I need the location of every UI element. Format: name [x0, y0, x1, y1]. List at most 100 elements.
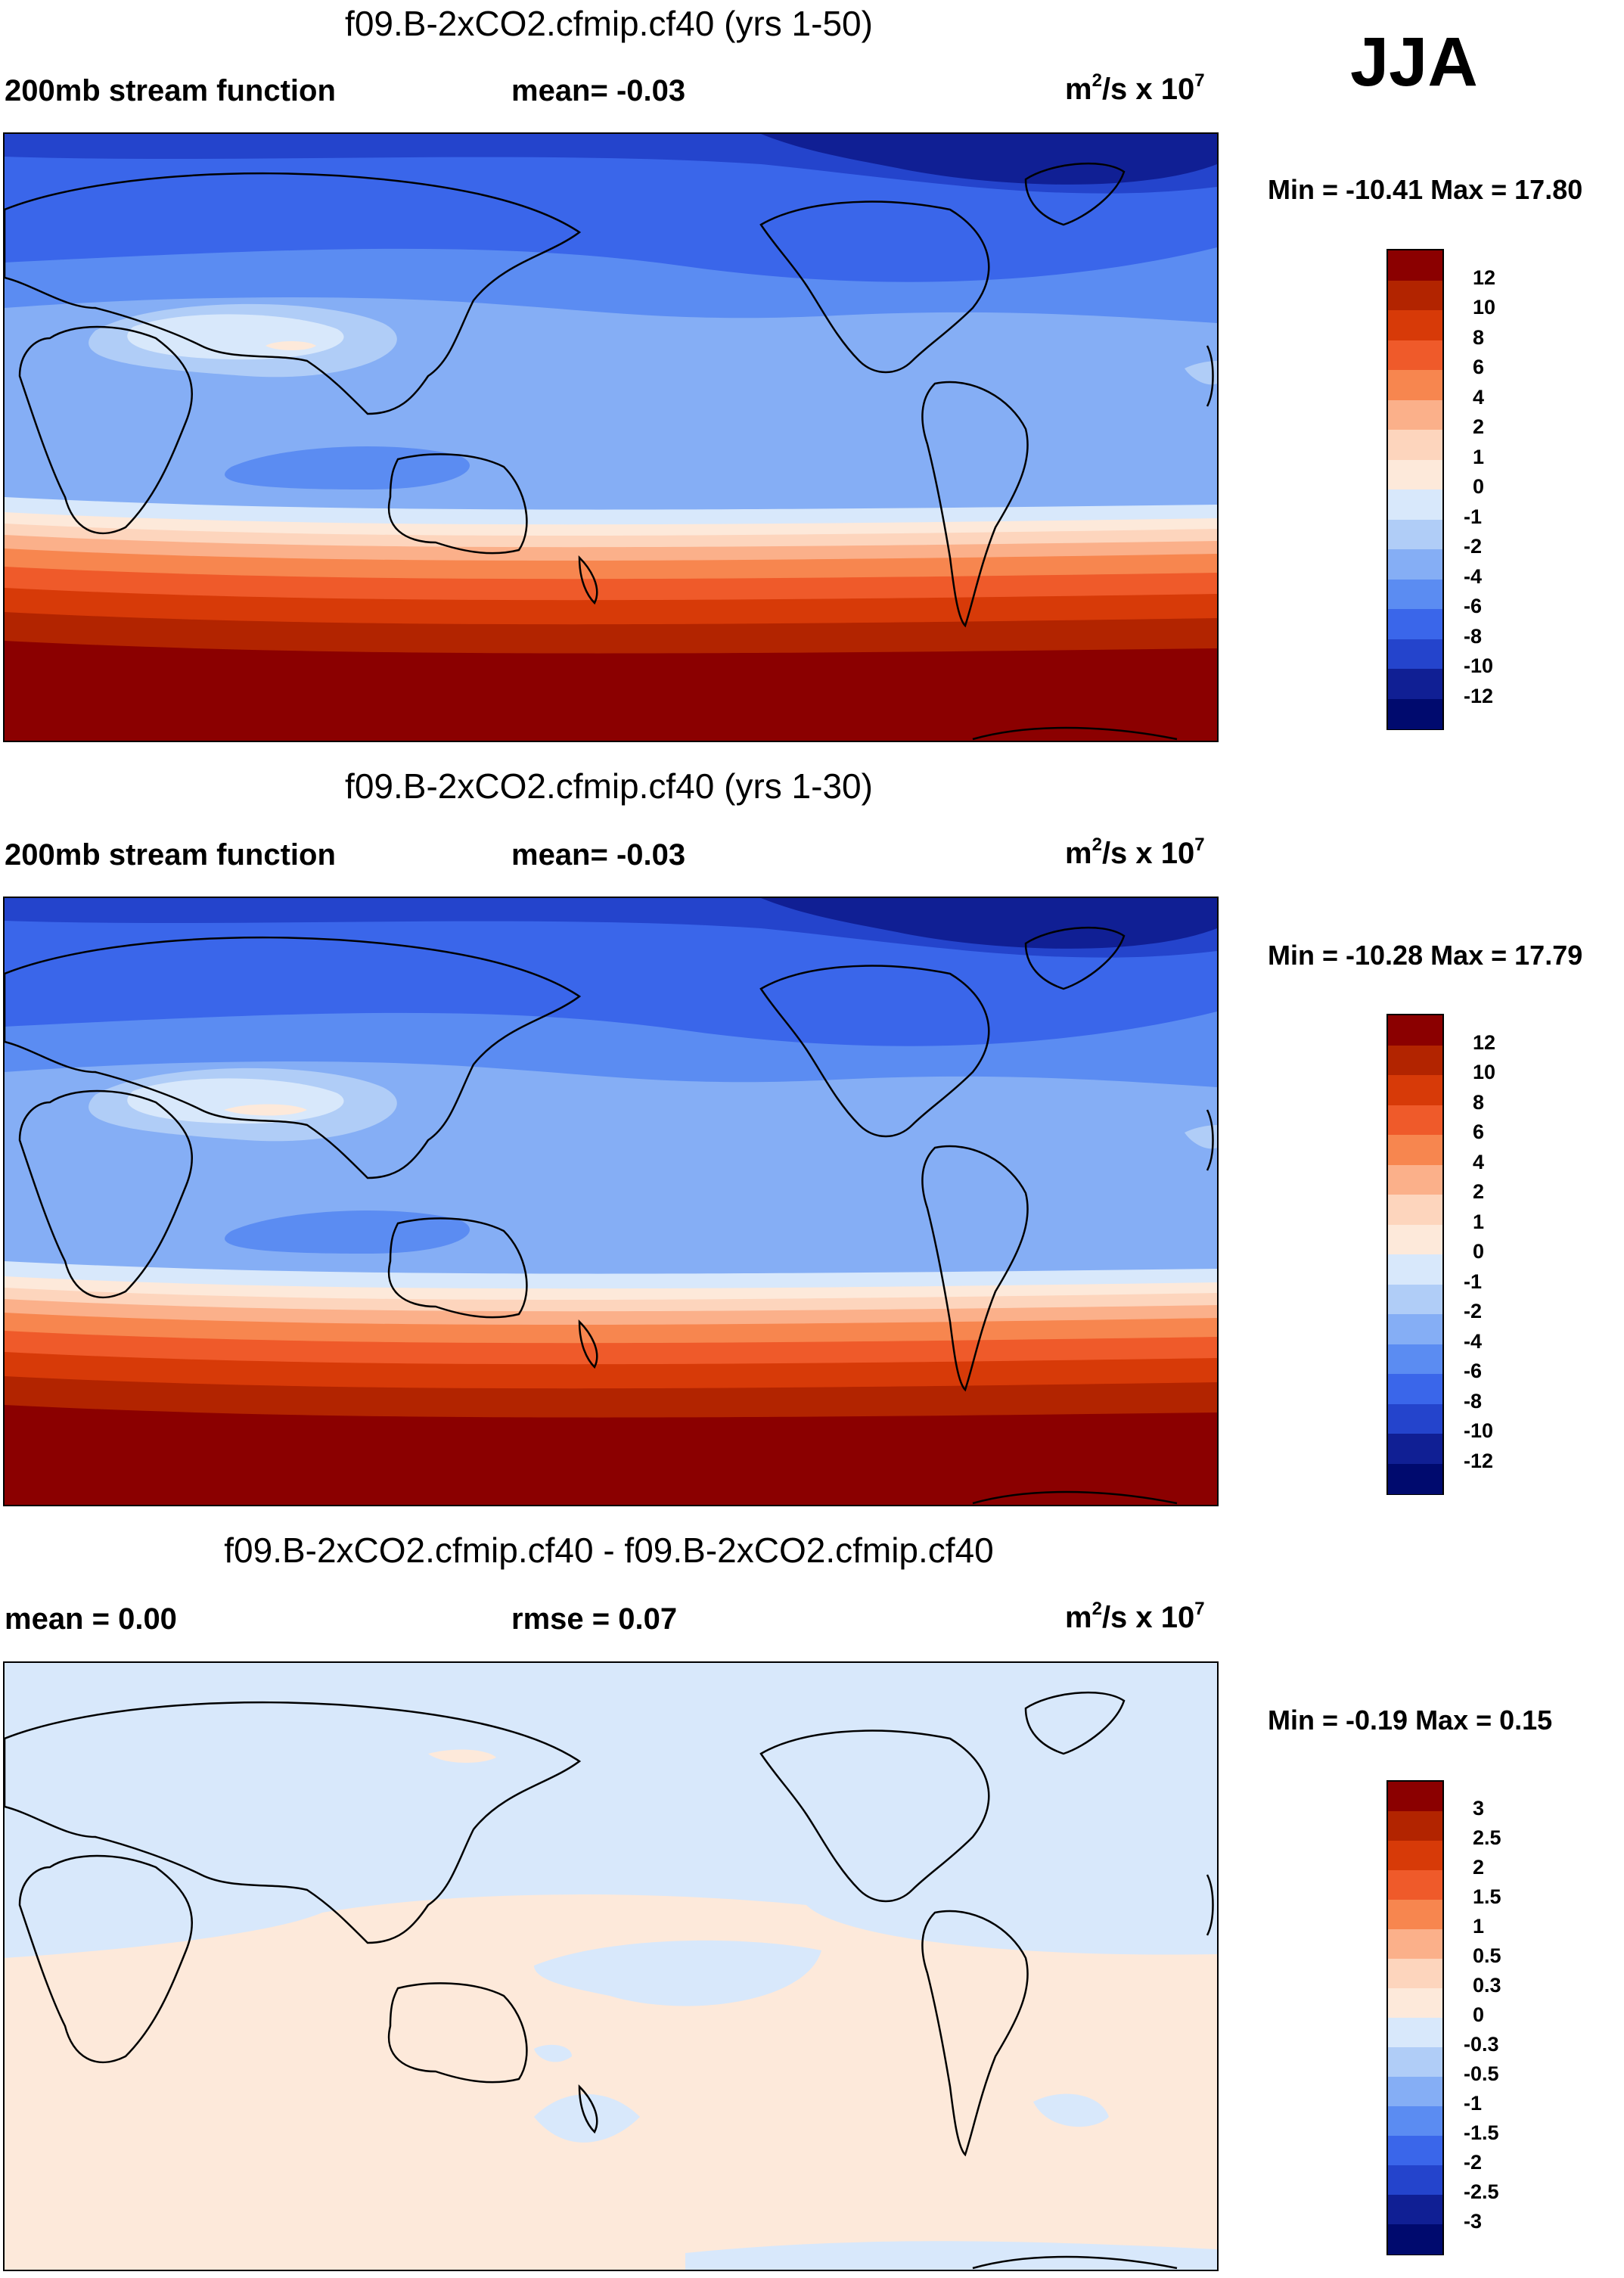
colorbar-cell [1388, 1782, 1442, 1812]
colorbar-cell [1388, 549, 1442, 580]
panel-2-mean-label: mean= -0.03 [511, 838, 686, 872]
colorbar-cell [1388, 519, 1442, 550]
colorbar-cell [1388, 2136, 1442, 2166]
colorbar-cell [1388, 1314, 1442, 1344]
panel-1-title: f09.B-2xCO2.cfmip.cf40 (yrs 1-50) [345, 4, 873, 43]
colorbar-cell [1388, 1988, 1442, 2019]
panel-2-title: f09.B-2xCO2.cfmip.cf40 (yrs 1-30) [345, 766, 873, 806]
colorbar-cell [1388, 250, 1442, 281]
colorbar-tick-label: -8 [1464, 624, 1483, 648]
colorbar-cell [1388, 1374, 1442, 1404]
colorbar-cell [1388, 1870, 1442, 1900]
colorbar-tick-label: 2 [1473, 415, 1485, 438]
colorbar-tick-label: 1 [1473, 1210, 1485, 1233]
colorbar-tick-label: 0 [1473, 1240, 1485, 1263]
colorbar-cell [1388, 1929, 1442, 1959]
panel-3-units: m2/s x 107 [1065, 1599, 1205, 1634]
colorbar-cell [1388, 1135, 1442, 1165]
colorbar-tick-label: -6 [1464, 595, 1483, 617]
colorbar-tick-label: -2.5 [1464, 2180, 1499, 2203]
colorbar-cell [1388, 1015, 1442, 1046]
colorbar-tick-label: -10 [1464, 1419, 1494, 1442]
colorbar-tick-label: -1.5 [1464, 2121, 1499, 2144]
colorbar-tick-label: 12 [1473, 1030, 1496, 1054]
colorbar-cell [1388, 340, 1442, 371]
coastlines [5, 162, 1214, 741]
colorbar-cell [1388, 1164, 1442, 1195]
colorbar-cell [1388, 1045, 1442, 1076]
colorbar-cell [1388, 639, 1442, 670]
colorbar-tick-label: 0.5 [1473, 1944, 1501, 1967]
colorbar-tick-label: -1 [1464, 505, 1483, 528]
colorbar-cell [1388, 399, 1442, 430]
panel-2-minmax: Min = -10.28 Max = 17.79 [1268, 940, 1583, 971]
colorbar-cell [1388, 1344, 1442, 1375]
colorbar-tick-label: 12 [1473, 266, 1496, 289]
colorbar-tick-label: 0 [1473, 2003, 1485, 2026]
coastlines [5, 1691, 1214, 2270]
panel-1-units: m2/s x 107 [1065, 70, 1205, 106]
colorbar-cell [1388, 2165, 1442, 2196]
colorbar-tick-label: -4 [1464, 1329, 1483, 1353]
colorbar-cell [1388, 698, 1442, 729]
panel-1-colorbar [1386, 249, 1444, 730]
colorbar-tick-label: 10 [1473, 1061, 1496, 1083]
colorbar-cell [1388, 1075, 1442, 1105]
colorbar-cell [1388, 489, 1442, 520]
colorbar-cell [1388, 280, 1442, 311]
colorbar-tick-label: 6 [1473, 356, 1485, 378]
colorbar-cell [1388, 1434, 1442, 1464]
colorbar-tick-label: -2 [1464, 1300, 1483, 1322]
colorbar-tick-label: -10 [1464, 654, 1494, 677]
panel-2-units: m2/s x 107 [1065, 834, 1205, 870]
colorbar-tick-label: -8 [1464, 1389, 1483, 1412]
colorbar-tick-label: 4 [1473, 1150, 1485, 1173]
panel-3-mean-label: mean = 0.00 [5, 1602, 177, 1636]
colorbar-tick-label: 6 [1473, 1120, 1485, 1143]
colorbar-cell [1388, 1811, 1442, 1841]
colorbar-tick-label: 4 [1473, 385, 1485, 409]
colorbar-tick-label: 3 [1473, 1797, 1485, 1820]
colorbar-tick-label: 1 [1473, 445, 1485, 468]
colorbar-cell [1388, 430, 1442, 460]
colorbar-cell [1388, 1224, 1442, 1255]
colorbar-cell [1388, 1403, 1442, 1434]
panel-2-colorbar-labels: 12 10 8 6 4 2 1 0 -1 -2 -4 -6 -8 -10 -12 [1464, 1014, 1554, 1495]
colorbar-tick-label: 8 [1473, 1090, 1485, 1114]
panel-1-map [3, 132, 1219, 742]
colorbar-cell [1388, 1284, 1442, 1315]
panel-1-mean-label: mean= -0.03 [511, 74, 686, 107]
colorbar-tick-label: 0 [1473, 475, 1485, 498]
panel-2-colorbar [1386, 1014, 1444, 1495]
colorbar-tick-label: 1 [1473, 1915, 1485, 1938]
colorbar-tick-label: 8 [1473, 325, 1485, 349]
panel-3-rmse-label: rmse = 0.07 [511, 1602, 678, 1636]
colorbar-tick-label: -2 [1464, 2151, 1483, 2174]
colorbar-tick-label: -0.3 [1464, 2033, 1499, 2056]
colorbar-tick-label: -2 [1464, 535, 1483, 558]
colorbar-tick-label: -12 [1464, 1449, 1494, 1472]
colorbar-tick-label: -1 [1464, 2092, 1483, 2115]
colorbar-tick-label: -4 [1464, 564, 1483, 588]
colorbar-cell [1388, 2224, 1442, 2255]
colorbar-cell [1388, 1105, 1442, 1136]
season-label: JJA [1350, 23, 1478, 101]
colorbar-cell [1388, 1195, 1442, 1225]
colorbar-tick-label: 0.3 [1473, 1974, 1501, 1997]
colorbar-tick-label: 10 [1473, 296, 1496, 319]
colorbar-cell [1388, 310, 1442, 340]
colorbar-tick-label: -6 [1464, 1360, 1483, 1382]
panel-1-left-label: 200mb stream function [5, 74, 336, 107]
colorbar-cell [1388, 1254, 1442, 1285]
colorbar-cell [1388, 609, 1442, 639]
colorbar-cell [1388, 2106, 1442, 2137]
colorbar-cell [1388, 1463, 1442, 1494]
colorbar-cell [1388, 2077, 1442, 2107]
colorbar-cell [1388, 1841, 1442, 1871]
colorbar-cell [1388, 669, 1442, 699]
panel-3-colorbar-labels: 3 2.5 2 1.5 1 0.5 0.3 0 -0.3 -0.5 -1 -1.5 -2 -2.5 -3 [1464, 1780, 1554, 2255]
colorbar-tick-label: 1.5 [1473, 1885, 1501, 1908]
panel-1-colorbar-labels: 12 10 8 6 4 2 1 0 -1 -2 -4 -6 -8 -10 -12 [1464, 249, 1554, 730]
coastlines [5, 926, 1214, 1505]
colorbar-cell [1388, 2047, 1442, 2078]
